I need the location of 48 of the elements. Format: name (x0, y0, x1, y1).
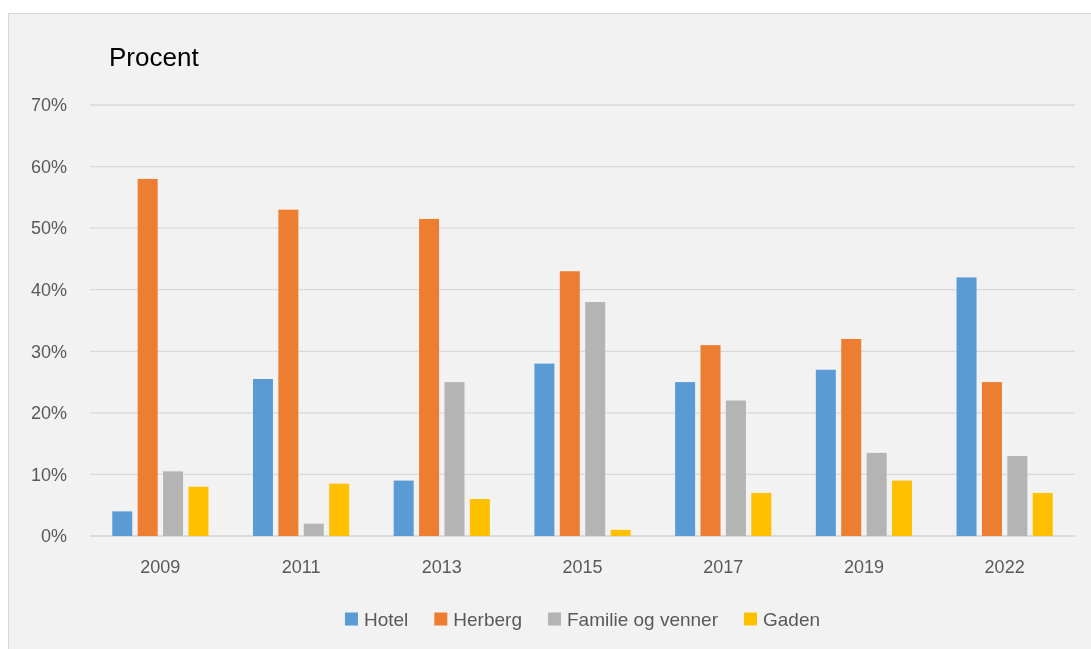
bar (303, 523, 324, 536)
y-tick-label: 0% (40, 526, 67, 547)
bar (675, 382, 696, 536)
bar (1032, 492, 1053, 536)
bar (751, 492, 772, 536)
y-tick-label: 50% (30, 218, 67, 239)
bar (393, 480, 414, 536)
bar (892, 480, 913, 536)
y-tick-label: 30% (30, 341, 67, 362)
x-tick-label: 2011 (281, 557, 321, 578)
y-tick-label: 20% (30, 403, 67, 424)
legend-label: Herberg (453, 608, 522, 630)
bar (329, 483, 350, 536)
bar (469, 499, 490, 536)
y-tick-label: 10% (30, 464, 67, 485)
bar (841, 338, 862, 536)
bar (585, 302, 606, 536)
x-tick-label: 2017 (703, 557, 744, 578)
legend-label: Gaden (763, 608, 821, 630)
x-tick-label: 2015 (562, 557, 603, 578)
bar (444, 382, 465, 536)
y-tick-label: 60% (30, 156, 67, 177)
bar (956, 277, 977, 536)
x-tick-label: 2009 (140, 557, 181, 578)
bar (252, 378, 273, 536)
y-tick-label: 40% (30, 280, 67, 301)
legend-label: Familie og venner (566, 608, 719, 630)
bar (278, 209, 299, 536)
bar (866, 452, 887, 536)
bar (610, 529, 631, 536)
legend-label: Hotel (363, 608, 409, 630)
x-tick-label: 2022 (984, 557, 1025, 578)
bar (534, 363, 555, 536)
bar (163, 471, 184, 536)
bar (981, 382, 1002, 536)
bar (700, 345, 721, 536)
bar (188, 486, 209, 536)
bar (112, 511, 133, 536)
bar (419, 218, 440, 536)
x-tick-label: 2019 (843, 557, 884, 578)
bar (1007, 455, 1028, 536)
bar (137, 178, 158, 536)
bar (815, 369, 836, 536)
x-tick-label: 2013 (421, 557, 462, 578)
y-axis-title: Procent (109, 42, 200, 72)
bar (725, 400, 746, 536)
bar (559, 271, 580, 536)
y-tick-label: 70% (30, 95, 67, 116)
